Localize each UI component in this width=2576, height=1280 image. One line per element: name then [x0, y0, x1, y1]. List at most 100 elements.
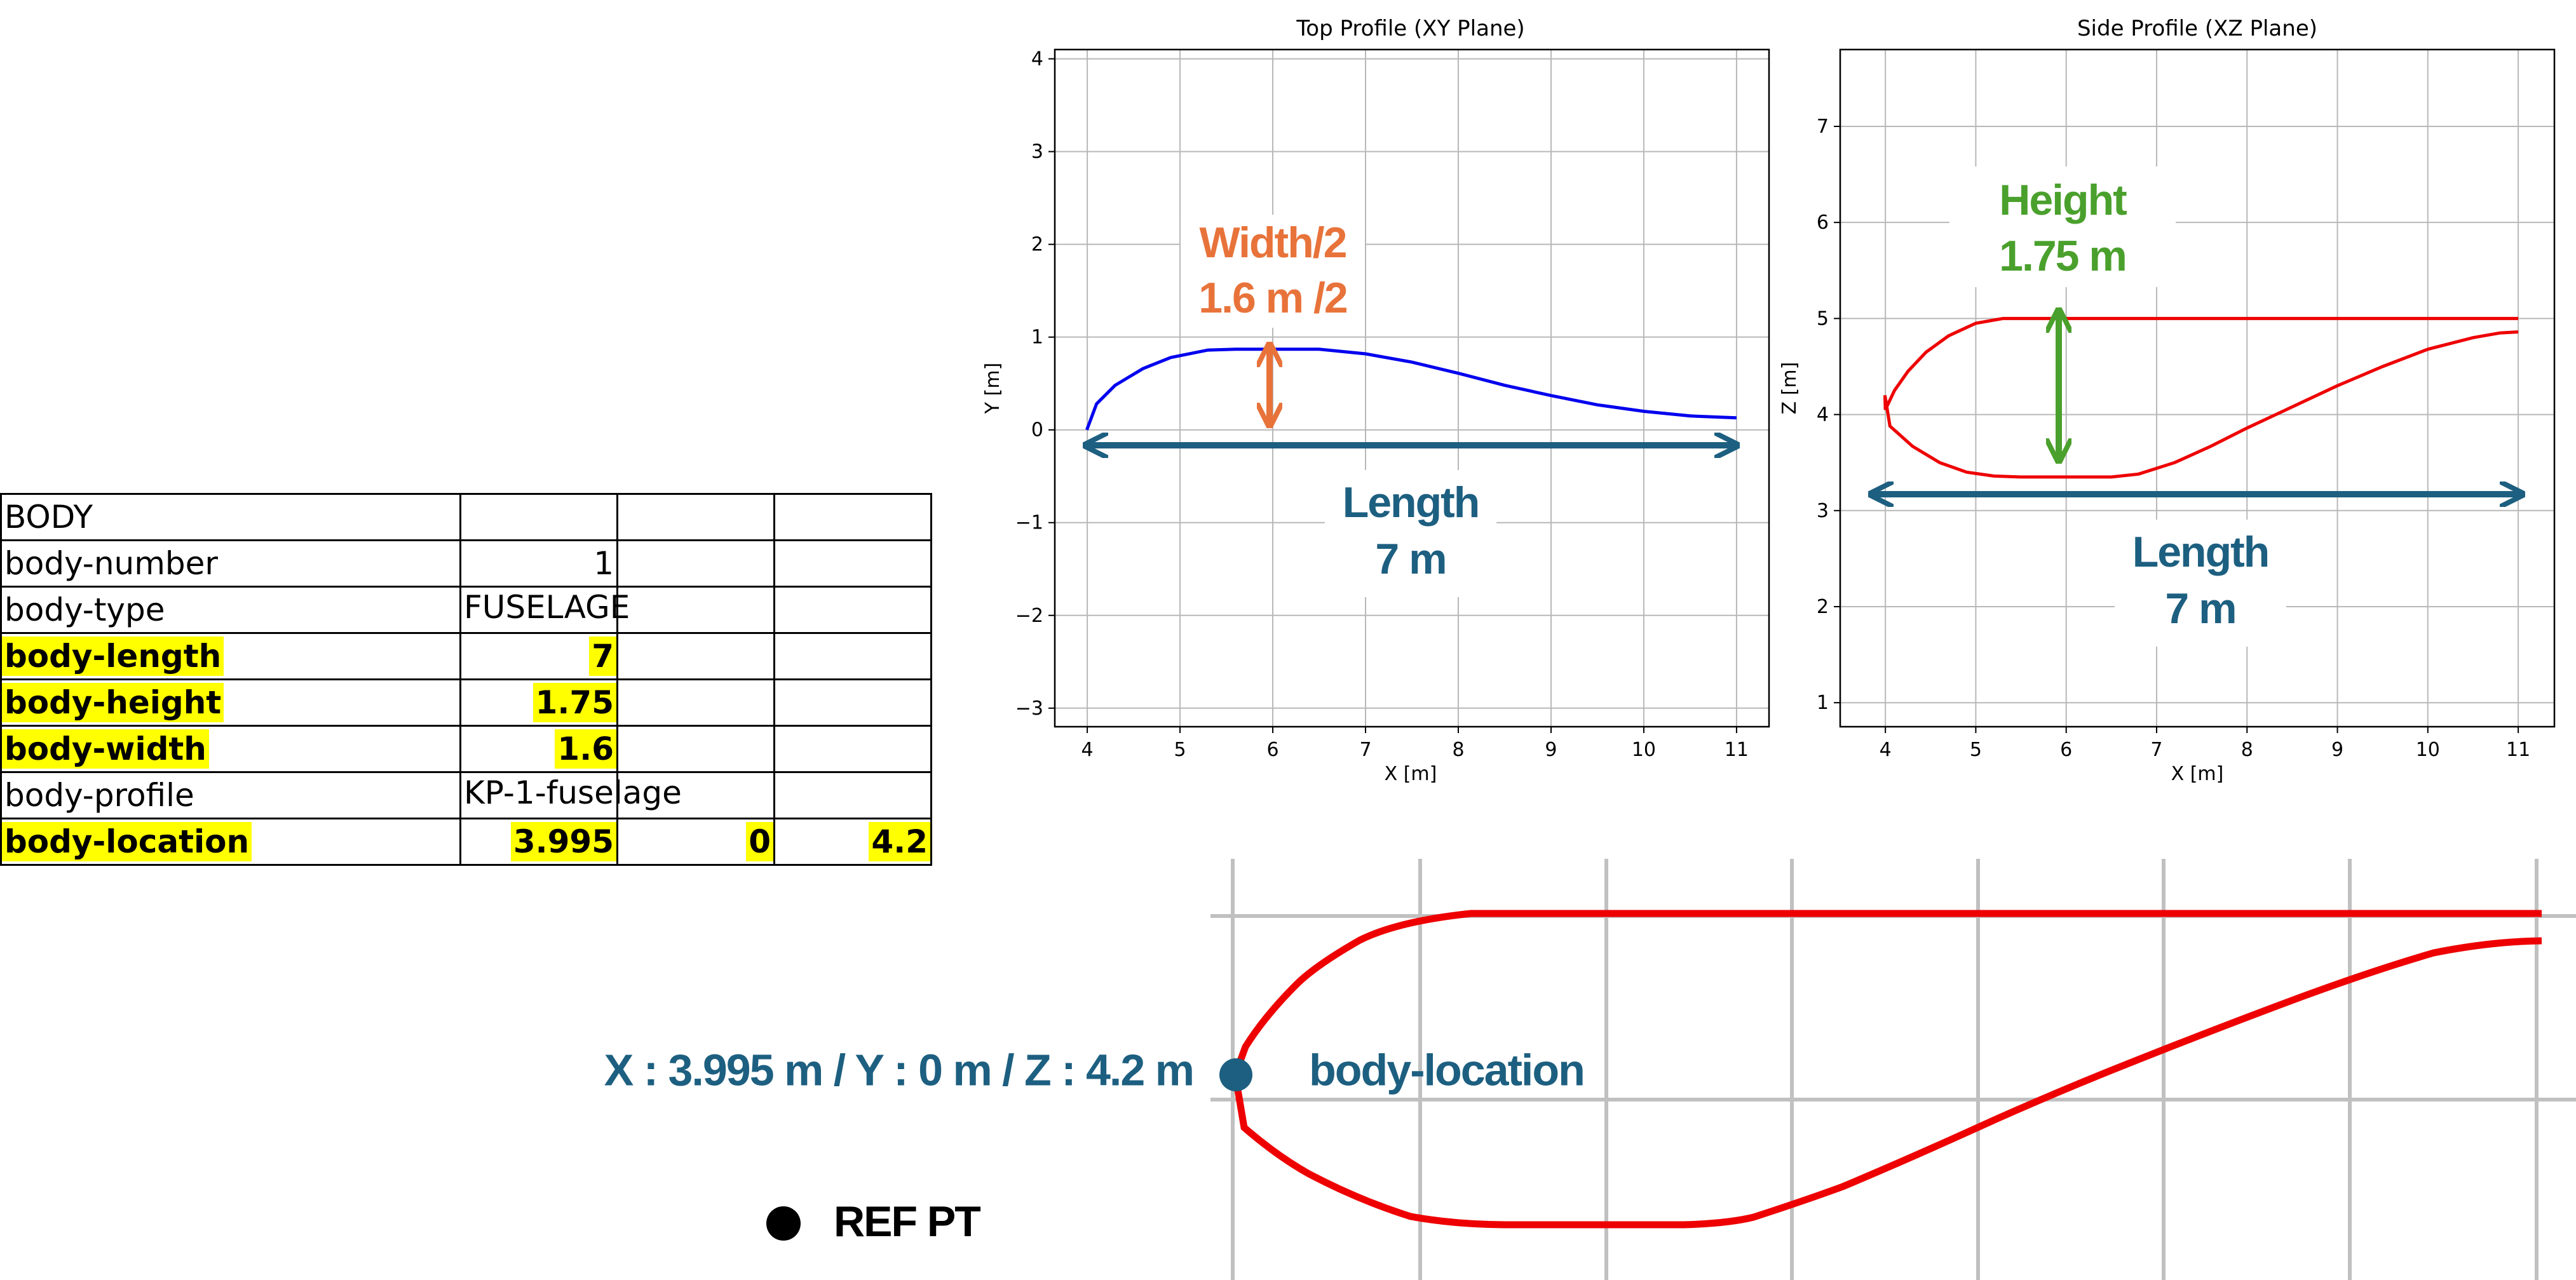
- label-background: [1325, 470, 1496, 597]
- length-label: Length: [1343, 478, 1479, 527]
- parameter-name: body-length: [2, 637, 224, 676]
- parameter-name-cell[interactable]: body-profile: [0, 771, 461, 819]
- top-profile-chart: Top Profile (XY Plane) 4 5 6 7 8 9 10 11 −3 −2 −1 0…: [982, 16, 1770, 785]
- y-tick-label: 3: [1817, 500, 1829, 522]
- parameter-value: FUSELAGE: [464, 589, 630, 626]
- height-label: Height: [1999, 176, 2127, 224]
- parameter-value-cell[interactable]: [773, 493, 932, 541]
- side-profile-curve: [1883, 316, 2519, 479]
- parameter-value-cell[interactable]: 3.995: [459, 818, 618, 866]
- tick-labels: 4 5 6 7 8 9 10 11 −3 −2 −1 0 1 2 3 4: [1015, 48, 1749, 761]
- parameter-value-cell[interactable]: [616, 632, 775, 680]
- parameter-value: 4.2: [869, 822, 930, 861]
- parameter-value-cell[interactable]: [616, 725, 775, 773]
- y-tick-label: 2: [1031, 234, 1043, 256]
- y-tick-label: 2: [1817, 596, 1829, 618]
- plot-frame: [1839, 48, 2556, 728]
- width-value-label: 1.6 m /2: [1198, 274, 1347, 322]
- x-tick-label: 5: [1174, 739, 1186, 761]
- x-tick-label: 8: [2241, 739, 2253, 761]
- parameter-name: body-height: [2, 683, 224, 722]
- x-tick-label: 11: [1725, 739, 1749, 761]
- parameter-name-cell[interactable]: body-height: [0, 678, 461, 727]
- parameter-value-cell[interactable]: 1.75: [459, 678, 618, 727]
- length-value-label: 7 m: [2165, 584, 2235, 633]
- y-tick-label: 1: [1031, 327, 1043, 349]
- table-row: body-location 3.995 0 4.2: [0, 818, 932, 866]
- table-row: body-number 1: [0, 539, 932, 588]
- y-tick-label: 5: [1817, 307, 1829, 330]
- parameter-name-cell[interactable]: body-length: [0, 632, 461, 680]
- parameter-value-cell[interactable]: [773, 678, 932, 727]
- x-tick-label: 7: [2150, 739, 2162, 761]
- x-tick-label: 5: [1970, 739, 1982, 761]
- parameter-name: BODY: [4, 499, 93, 536]
- height-value-label: 1.75 m: [1999, 232, 2126, 280]
- parameter-value: 3.995: [510, 822, 616, 861]
- parameter-value-cell[interactable]: [459, 493, 618, 541]
- parameter-name: body-width: [2, 729, 209, 769]
- y-tick-label: −1: [1015, 512, 1043, 534]
- parameter-value-cell[interactable]: 7: [459, 632, 618, 680]
- y-tick-label: −3: [1015, 697, 1043, 720]
- parameter-value-cell[interactable]: [616, 771, 775, 819]
- parameter-name: body-location: [2, 822, 252, 861]
- parameter-name-cell[interactable]: body-type: [0, 586, 461, 634]
- parameter-value-cell[interactable]: 0: [616, 818, 775, 866]
- x-tick-label: 9: [2331, 739, 2343, 761]
- parameter-value: 0: [746, 822, 773, 861]
- length-value-label: 7 m: [1375, 535, 1446, 583]
- label-background: [2115, 520, 2286, 647]
- parameter-name-cell[interactable]: body-location: [0, 818, 461, 866]
- y-tick-label: 0: [1031, 419, 1043, 441]
- parameter-value-cell[interactable]: [773, 771, 932, 819]
- table-row: body-type FUSELAGE: [0, 586, 932, 634]
- x-tick-label: 4: [1880, 739, 1892, 761]
- coordinate-label: X : 3.995 m / Y : 0 m / Z : 4.2 m: [604, 1045, 1193, 1095]
- length-label: Length: [2132, 528, 2269, 576]
- x-axis-label: X [m]: [2171, 763, 2224, 785]
- plot-frame: [1054, 48, 1770, 728]
- parameter-value-cell[interactable]: 1: [459, 539, 618, 588]
- x-tick-label: 8: [1452, 739, 1464, 761]
- table-row: body-profile KP-1-fuselage: [0, 771, 932, 819]
- ref-point-marker: [766, 1206, 801, 1241]
- parameter-value-cell[interactable]: 1.6: [459, 725, 618, 773]
- parameter-value-cell[interactable]: [773, 632, 932, 680]
- parameter-value-cell[interactable]: FUSELAGE: [459, 586, 630, 634]
- parameter-name-cell[interactable]: body-number: [0, 539, 461, 588]
- parameter-name-cell[interactable]: body-width: [0, 725, 461, 773]
- parameter-value-cell[interactable]: [616, 678, 775, 727]
- parameter-name: body-type: [4, 591, 165, 628]
- chart-title: Top Profile (XY Plane): [1296, 16, 1524, 41]
- x-tick-label: 10: [1632, 739, 1656, 761]
- x-tick-label: 6: [2060, 739, 2072, 761]
- parameter-name-cell[interactable]: BODY: [0, 493, 461, 541]
- parameter-value-cell[interactable]: [773, 539, 932, 588]
- label-background: [1949, 166, 2176, 287]
- width-label: Width/2: [1200, 219, 1346, 267]
- parameter-value-cell[interactable]: 4.2: [773, 818, 932, 866]
- x-tick-label: 4: [1081, 739, 1094, 761]
- parameter-value-cell[interactable]: [773, 586, 932, 634]
- label-background: [1181, 215, 1365, 328]
- y-tick-label: 6: [1817, 212, 1829, 234]
- parameter-value-cell[interactable]: KP-1-fuselage: [459, 771, 682, 819]
- parameter-value-cell[interactable]: [616, 539, 775, 588]
- y-axis-label: Z [m]: [1779, 362, 1801, 415]
- parameter-name: body-profile: [4, 777, 194, 814]
- body-location-point: [1219, 1058, 1252, 1091]
- x-tick-label: 9: [1545, 739, 1557, 761]
- parameter-value-cell[interactable]: [616, 493, 775, 541]
- body-location-detail: X : 3.995 m / Y : 0 m / Z : 4.2 m body-l…: [604, 859, 2576, 1280]
- table-row: body-length 7: [0, 632, 932, 680]
- x-tick-label: 10: [2416, 739, 2440, 761]
- x-tick-label: 11: [2506, 739, 2530, 761]
- body-parameter-table: BODY body-number 1 body-type FUSELAGE body-le…: [0, 493, 932, 866]
- parameter-value: 1.75: [532, 683, 616, 722]
- parameter-value-cell[interactable]: [616, 586, 775, 634]
- parameter-value-cell[interactable]: [773, 725, 932, 773]
- y-axis-label: Y [m]: [982, 363, 1004, 415]
